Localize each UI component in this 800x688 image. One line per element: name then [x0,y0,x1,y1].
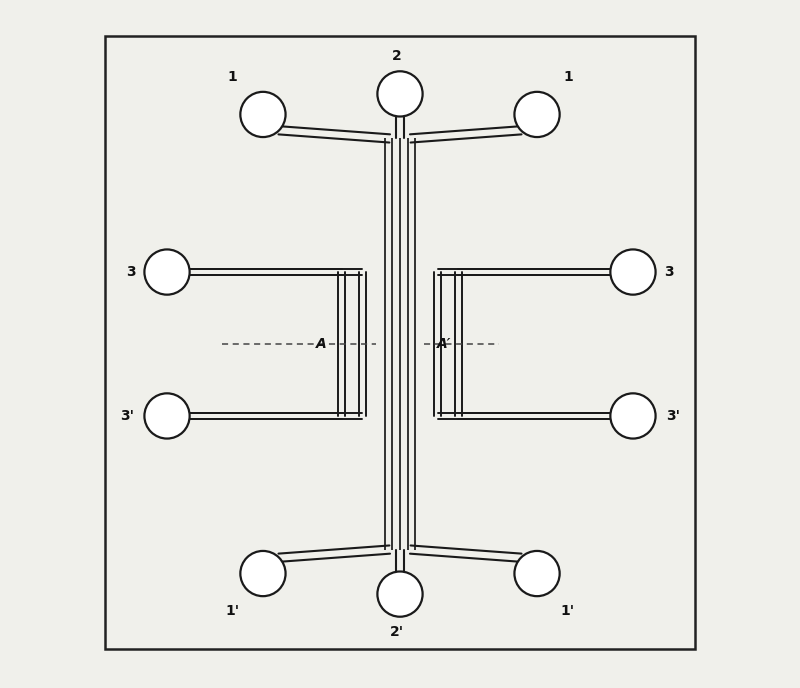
Text: A: A [316,337,326,351]
Circle shape [514,92,560,137]
Text: 2': 2' [390,625,404,638]
Circle shape [145,394,190,438]
Text: A′: A′ [438,337,452,351]
Circle shape [610,250,655,294]
Circle shape [240,551,286,596]
Text: 3: 3 [664,265,674,279]
Bar [106,36,694,649]
Circle shape [514,551,560,596]
Text: 1: 1 [227,69,237,84]
Text: 2: 2 [392,50,402,63]
Text: 1: 1 [563,69,573,84]
Circle shape [378,72,422,116]
Text: 3': 3' [120,409,134,423]
Text: 3: 3 [126,265,136,279]
Circle shape [145,250,190,294]
Circle shape [240,92,286,137]
Text: 3': 3' [666,409,680,423]
Text: 1': 1' [561,604,575,619]
Circle shape [610,394,655,438]
Text: 1': 1' [225,604,239,619]
Circle shape [378,572,422,616]
